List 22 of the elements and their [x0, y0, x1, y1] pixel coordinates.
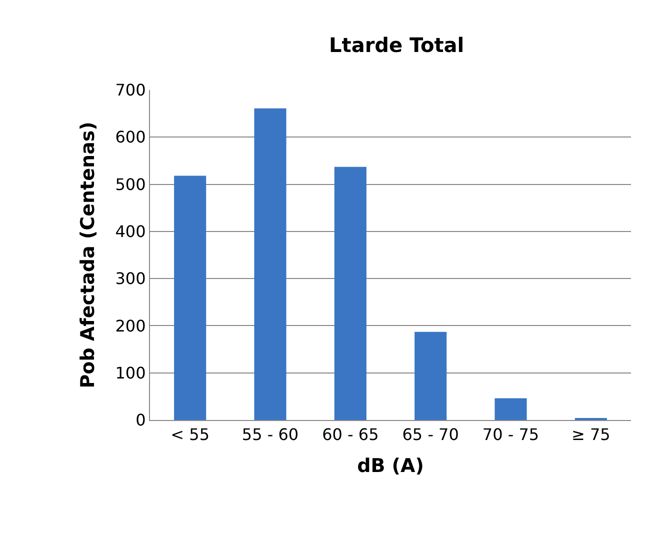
x-tick-label: 60 - 65 [322, 425, 379, 444]
y-tick-label: 600 [115, 128, 146, 147]
x-tick-label: 55 - 60 [242, 425, 299, 444]
bar [174, 176, 206, 420]
y-tick-label: 300 [115, 269, 146, 288]
x-tick-label: ≥ 75 [571, 425, 610, 444]
y-tick-label: 200 [115, 316, 146, 336]
y-tick-label: 700 [115, 80, 146, 100]
bar [254, 108, 286, 420]
chart-title: Ltarde Total [329, 32, 464, 57]
x-axis-title: dB (A) [357, 455, 424, 477]
bar [414, 332, 447, 420]
x-tick-label: 65 - 70 [402, 425, 459, 444]
y-tick-label: 0 [136, 410, 146, 430]
y-tick-label: 500 [115, 174, 146, 194]
y-tick-label: 400 [115, 222, 146, 242]
y-tick-label: 100 [115, 363, 146, 382]
x-tick-label: < 55 [170, 425, 210, 444]
bar [494, 398, 527, 420]
x-tick-label: 70 - 75 [482, 425, 540, 444]
y-axis-title: Pob Afectada (Centenas) [77, 122, 100, 388]
bar [334, 166, 366, 420]
